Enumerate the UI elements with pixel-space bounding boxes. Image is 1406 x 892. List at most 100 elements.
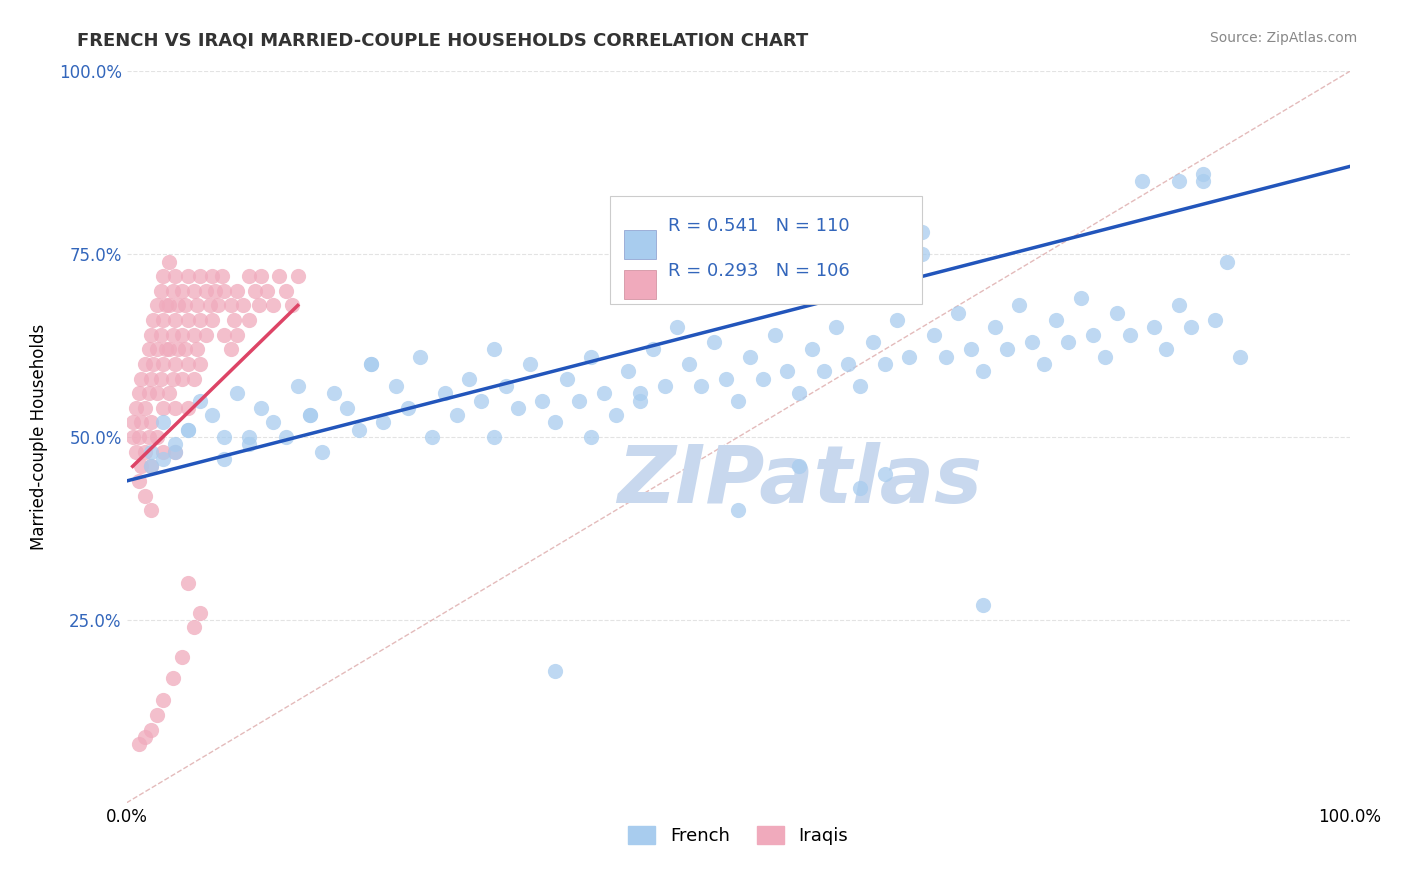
Point bbox=[873, 467, 896, 481]
Text: FRENCH VS IRAQI MARRIED-COUPLE HOUSEHOLDS CORRELATION CHART: FRENCH VS IRAQI MARRIED-COUPLE HOUSEHOLD… bbox=[77, 31, 808, 49]
Point bbox=[555, 371, 578, 385]
Point bbox=[146, 298, 169, 312]
Point bbox=[825, 320, 848, 334]
Point bbox=[482, 343, 505, 357]
Point bbox=[1021, 334, 1043, 349]
Point bbox=[605, 408, 627, 422]
Point bbox=[1156, 343, 1178, 357]
Point bbox=[972, 599, 994, 613]
Point bbox=[183, 620, 205, 634]
Point bbox=[188, 357, 211, 371]
Point bbox=[139, 723, 162, 737]
Point bbox=[225, 327, 247, 342]
Point bbox=[470, 393, 492, 408]
Point bbox=[149, 327, 172, 342]
Point bbox=[274, 284, 297, 298]
Point bbox=[134, 444, 156, 458]
Legend: French, Iraqis: French, Iraqis bbox=[621, 819, 855, 852]
Point bbox=[373, 416, 395, 430]
Point bbox=[714, 371, 737, 385]
Point bbox=[177, 401, 200, 415]
Point bbox=[134, 357, 156, 371]
Point bbox=[269, 269, 291, 284]
Point bbox=[592, 386, 614, 401]
Point bbox=[214, 452, 236, 467]
Point bbox=[146, 430, 169, 444]
Text: R = 0.293   N = 106: R = 0.293 N = 106 bbox=[668, 262, 849, 280]
Point bbox=[238, 269, 260, 284]
Point bbox=[170, 327, 193, 342]
Point bbox=[157, 343, 180, 357]
Point bbox=[727, 503, 749, 517]
Point bbox=[1057, 334, 1080, 349]
Point bbox=[186, 343, 208, 357]
Point bbox=[121, 430, 143, 444]
Point bbox=[214, 430, 236, 444]
Point bbox=[519, 357, 541, 371]
Point bbox=[360, 357, 382, 371]
Text: Source: ZipAtlas.com: Source: ZipAtlas.com bbox=[1209, 31, 1357, 45]
Point bbox=[152, 416, 174, 430]
Point bbox=[813, 364, 835, 378]
Point bbox=[162, 371, 184, 385]
Point bbox=[134, 401, 156, 415]
Point bbox=[170, 649, 193, 664]
Point bbox=[506, 401, 529, 415]
Point bbox=[139, 444, 162, 458]
Point bbox=[690, 379, 713, 393]
Point bbox=[225, 284, 247, 298]
Point bbox=[911, 225, 934, 239]
Point bbox=[128, 474, 150, 488]
Point bbox=[198, 298, 221, 312]
Point bbox=[422, 430, 444, 444]
Point bbox=[139, 503, 162, 517]
Point bbox=[482, 430, 505, 444]
Point bbox=[188, 606, 211, 620]
Point bbox=[641, 343, 664, 357]
Text: ZIPatlas: ZIPatlas bbox=[617, 442, 981, 520]
Point bbox=[262, 416, 284, 430]
Bar bbox=[624, 270, 655, 299]
Point bbox=[177, 269, 200, 284]
Point bbox=[188, 269, 211, 284]
Point bbox=[409, 350, 432, 364]
Point bbox=[142, 357, 165, 371]
Point bbox=[262, 298, 284, 312]
Point bbox=[873, 357, 896, 371]
Point bbox=[165, 444, 187, 458]
Point bbox=[1167, 298, 1189, 312]
Point bbox=[139, 459, 162, 474]
Point bbox=[134, 730, 156, 744]
Point bbox=[125, 401, 148, 415]
Point bbox=[177, 423, 200, 437]
Point bbox=[167, 343, 190, 357]
Point bbox=[232, 298, 254, 312]
Point bbox=[146, 343, 169, 357]
Point bbox=[219, 298, 242, 312]
Point bbox=[162, 672, 184, 686]
Point bbox=[948, 306, 970, 320]
Point bbox=[935, 350, 957, 364]
Point bbox=[763, 327, 786, 342]
Point bbox=[214, 284, 236, 298]
Point bbox=[152, 269, 174, 284]
Point bbox=[177, 423, 200, 437]
Point bbox=[703, 334, 725, 349]
Point bbox=[1070, 291, 1092, 305]
Point bbox=[165, 313, 187, 327]
Point bbox=[211, 269, 233, 284]
Point bbox=[360, 357, 382, 371]
Point bbox=[787, 386, 810, 401]
Point bbox=[886, 313, 908, 327]
Point bbox=[129, 416, 152, 430]
Point bbox=[984, 320, 1007, 334]
Point bbox=[1204, 313, 1226, 327]
Point bbox=[139, 416, 162, 430]
Point bbox=[125, 444, 148, 458]
Point bbox=[898, 350, 921, 364]
Point bbox=[1045, 313, 1067, 327]
Point bbox=[1118, 327, 1140, 342]
Point bbox=[238, 437, 260, 451]
Point bbox=[183, 327, 205, 342]
Point bbox=[446, 408, 468, 422]
